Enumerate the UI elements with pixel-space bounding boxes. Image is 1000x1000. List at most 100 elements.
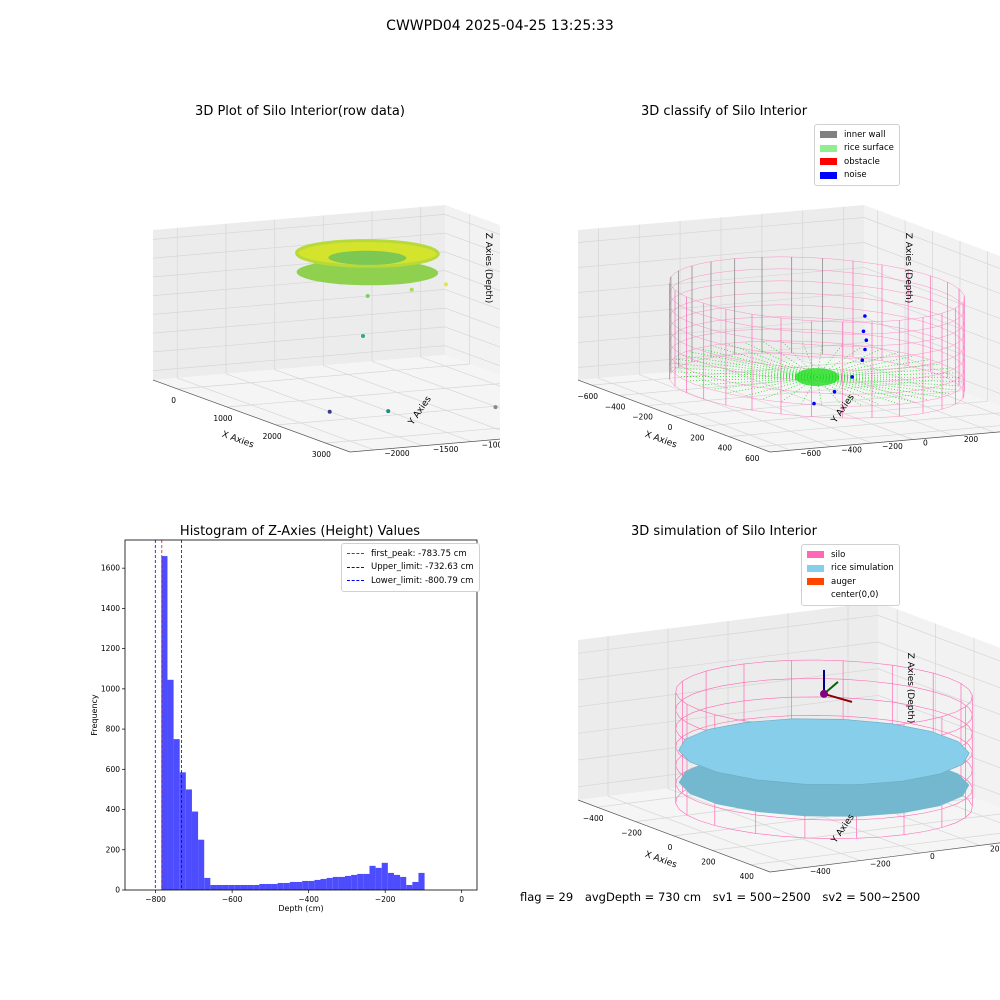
raw-left-pane — [153, 205, 445, 380]
sim-grid-y — [667, 788, 861, 861]
hist-bar — [179, 772, 186, 890]
hist-bar — [308, 880, 315, 890]
hist-bar — [216, 884, 223, 890]
hist-bar — [234, 884, 241, 890]
classify-legend: inner wall rice surface obstacle noise — [814, 124, 900, 186]
legend-item-auger: auger — [807, 575, 894, 589]
avg-depth-readout: avgDepth = 730 cm — [584, 890, 702, 904]
hist-bar — [283, 882, 290, 890]
raw-y-tick-label: −2000 — [384, 449, 410, 458]
legend-item-rice-simulation: rice simulation — [807, 562, 894, 576]
hist-y-tick-label: 0 — [115, 886, 120, 895]
raw-grid-y — [274, 369, 472, 442]
cls-rice-ray — [744, 342, 818, 378]
cls-grid-z — [863, 242, 1000, 294]
hist-y-tick-label: 1000 — [101, 684, 120, 693]
legend-item-first-peak: first_peak: -783.75 cm — [347, 547, 474, 561]
hist-bar — [338, 876, 345, 890]
cls-noise-point — [863, 314, 867, 318]
hist-bar — [369, 865, 376, 890]
raw-grid-z — [444, 307, 500, 329]
cls-y-tick-label: −400 — [841, 446, 862, 455]
hist-bar — [326, 877, 333, 890]
cls-x-axis-line — [577, 379, 771, 453]
hist-x-tick-label: 0 — [459, 895, 464, 904]
cls-noise-point — [864, 338, 869, 343]
cls-x-tick-label: 600 — [745, 454, 760, 463]
hist-bar — [204, 877, 211, 890]
cls-rice-ray — [816, 376, 881, 406]
raw-grid-x — [226, 383, 500, 408]
hist-bar — [381, 862, 388, 890]
legend-item-center: center(0,0) — [831, 590, 879, 601]
raw-y-tick-label: −1500 — [433, 445, 459, 454]
cls-rice-ray — [700, 348, 818, 378]
sim-x-axis-line — [577, 799, 771, 873]
raw-x-tick-label: 3000 — [312, 450, 331, 459]
raw-grid-z — [444, 345, 500, 367]
raw-grid-x — [325, 427, 500, 444]
cls-grid-z — [577, 242, 865, 268]
chart-raw-3d: 01000200030005000−500−1000−1500−20000−50… — [152, 205, 500, 459]
sim-rice-top — [678, 718, 970, 786]
legend-item-upper-limit: Upper_limit: -732.63 cm — [347, 561, 474, 575]
hist-bar — [406, 884, 413, 890]
sim-y-tick-label: −400 — [810, 867, 831, 876]
cls-noise-point — [861, 329, 866, 334]
sim-y-tick-label: 200 — [990, 844, 1000, 853]
hist-bar — [247, 884, 254, 890]
cls-rice-ray — [816, 372, 957, 378]
cls-rice-center — [795, 368, 839, 387]
cls-y-tick-label: −600 — [800, 449, 821, 458]
hist-bar — [296, 881, 303, 890]
classify-x-axis-label: X Axies — [643, 430, 678, 451]
cls-noise-point — [860, 358, 865, 363]
cls-noise-point — [863, 347, 867, 352]
raw-outlier-point — [493, 405, 498, 410]
raw-outlier-point — [327, 409, 332, 414]
sim-grid-z — [577, 694, 879, 734]
hist-bar — [412, 881, 419, 890]
raw-ring-hole — [328, 250, 407, 265]
chart-histogram: −800 −600 −400 −200 0 0 200 400 600 800 1000 1200 14… — [90, 539, 478, 913]
hist-y-axis-label: Frequency — [90, 694, 99, 736]
raw-floor-pane — [153, 355, 500, 452]
sim-y-axis-line — [769, 842, 1000, 873]
legend-item-noise: noise — [820, 169, 894, 183]
cls-rice-ray — [816, 376, 898, 405]
hist-x-tick-label: −400 — [298, 895, 319, 904]
raw-grid-z — [444, 232, 500, 254]
cls-grid-y — [720, 367, 914, 440]
raw-grid-y — [371, 360, 500, 409]
raw-x-axis-line — [152, 379, 351, 453]
sim-grid-z — [577, 641, 879, 681]
sim-grid-z — [877, 668, 1000, 715]
hist-bar — [167, 679, 174, 890]
cls-rice-ray — [801, 376, 818, 404]
cls-rice-ray — [672, 362, 818, 378]
flag-readout: flag = 29 — [520, 890, 574, 904]
sim-x-tick-label: 400 — [740, 872, 755, 881]
sv2-readout: sv2 = 500~2500 — [822, 890, 921, 904]
raw-grid-z — [444, 289, 500, 310]
hist-bar — [418, 872, 425, 890]
hist-bar — [240, 884, 248, 890]
figure-title: CWWPD04 2025-04-25 13:25:33 — [386, 18, 614, 34]
raw-grid-z — [444, 270, 500, 292]
raw-x-tick-label: 2000 — [263, 432, 282, 441]
raw-y-axis-line — [349, 438, 500, 453]
raw-x-axis-label: X Axies — [220, 430, 255, 451]
cls-rice-ray — [816, 376, 962, 383]
legend-item-rice-surface: rice surface — [820, 142, 894, 156]
classify-z-axis-label: Z Axies (Depth) — [903, 233, 913, 304]
raw-outlier-point — [361, 334, 365, 338]
hist-bar — [345, 875, 352, 890]
cls-grid-z — [863, 217, 1000, 269]
raw-grid-z — [152, 326, 446, 353]
cls-grid-z — [863, 342, 1000, 394]
cls-rice-ray — [816, 376, 950, 394]
cls-x-tick-label: 0 — [668, 423, 673, 432]
sim-x-tick-label: −200 — [621, 829, 642, 838]
cls-grid-z — [577, 292, 865, 318]
sim-grid-z — [577, 614, 879, 654]
